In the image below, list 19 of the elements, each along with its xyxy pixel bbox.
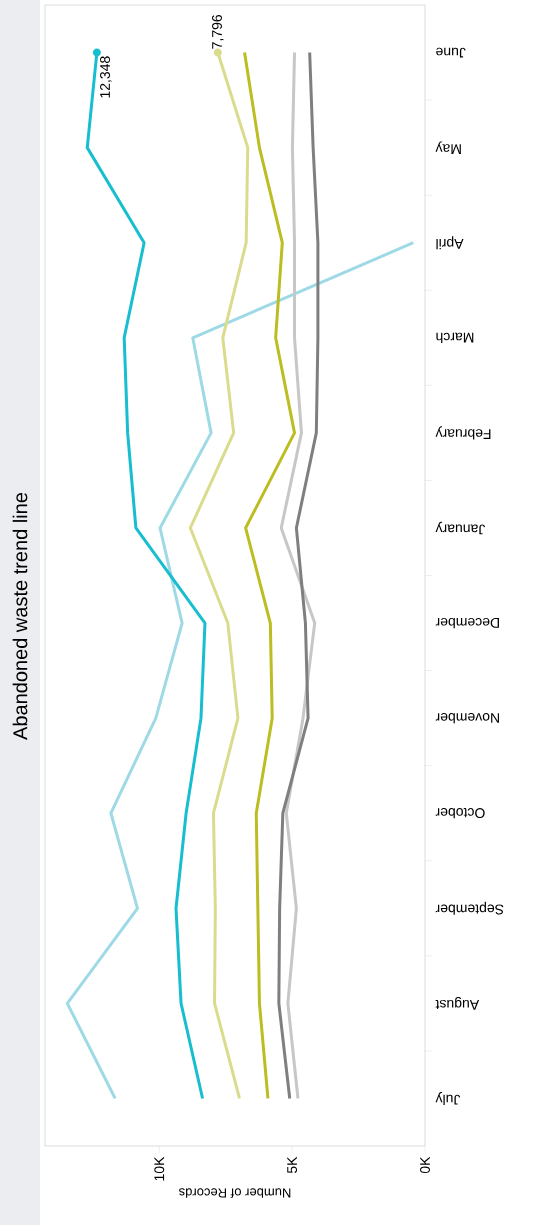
- y-tick-label: December: [435, 617, 499, 629]
- y-tick-label: August: [435, 997, 480, 1010]
- x-tick-label: 10K: [154, 1156, 165, 1181]
- data-label: 12,348: [100, 56, 112, 98]
- y-tick-label: September: [435, 901, 504, 915]
- y-tick-label: October: [435, 808, 485, 819]
- y-tick-label: November: [435, 712, 499, 724]
- data-label: 7,796: [212, 14, 224, 49]
- text: Abandoned waste trend line: [12, 492, 28, 740]
- x-tick-label: 5K: [287, 1156, 298, 1174]
- x-tick-label: 0K: [420, 1156, 430, 1174]
- y-tick-label: January: [435, 521, 486, 535]
- y-tick-label: March: [436, 332, 474, 343]
- y-tick-label: June: [436, 47, 466, 58]
- y-tick-label: April: [436, 236, 464, 250]
- y-tick-label: July: [435, 1091, 461, 1105]
- y-tick-label: May: [435, 141, 461, 154]
- x-axis-title: Number of Records: [179, 1188, 291, 1198]
- y-tick-label: February: [435, 426, 491, 440]
